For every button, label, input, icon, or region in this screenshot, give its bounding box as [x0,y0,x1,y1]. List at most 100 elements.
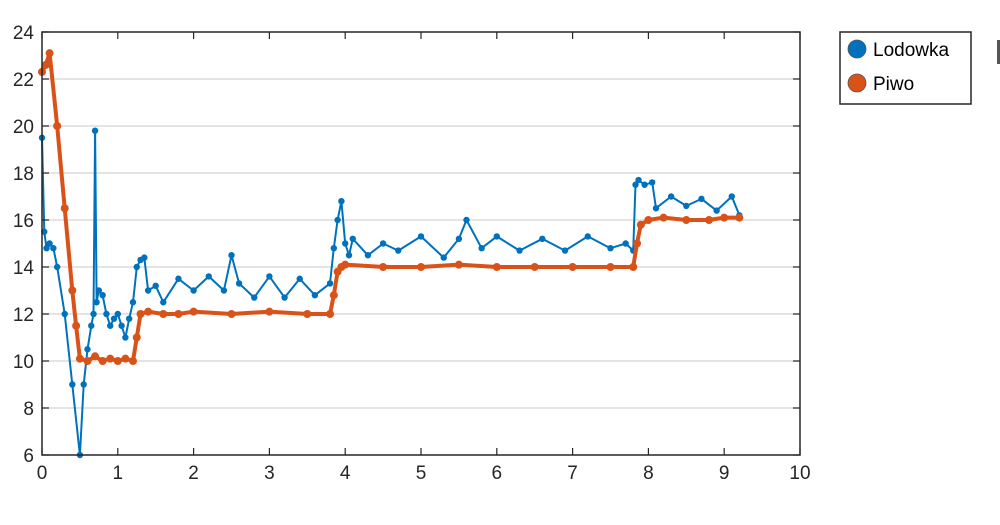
data-point [530,263,539,271]
data-point [334,216,341,224]
data-point [478,245,485,252]
data-point [114,310,122,318]
data-point [106,354,115,363]
data-point [90,310,97,318]
data-point [345,252,353,259]
data-point [539,235,546,242]
data-point [636,220,645,229]
data-point [659,213,668,222]
plot-area [41,31,801,456]
data-point [329,291,338,300]
data-point [41,60,50,69]
data-point [103,310,110,318]
series-piwo [38,49,744,365]
data-point [205,273,212,280]
data-point [266,273,273,280]
x-tick-label: 6 [492,463,503,484]
legend-label: Piwo [873,74,914,95]
data-point [121,354,130,363]
data-point [349,235,356,242]
data-point [122,334,129,341]
data-point [379,240,387,247]
data-point [61,310,68,318]
data-point [251,294,258,301]
data-point [561,247,569,254]
data-point [91,352,100,361]
x-axis-tick-labels: 0 1 2 3 4 5 6 7 8 9 10 [37,463,811,484]
data-point [144,287,152,294]
y-axis-tick-labels: 6 8 10 12 14 16 18 20 22 24 [13,23,35,467]
legend-label: Lodowka [873,40,949,61]
data-point [53,122,62,130]
y-tick-label: 18 [13,164,34,185]
data-point [84,346,91,353]
data-point [635,176,642,184]
y-tick-label: 6 [23,446,34,467]
data-point [303,310,312,318]
data-point [326,280,334,287]
x-tick-label: 8 [643,463,654,484]
data-point [72,321,81,330]
data-point [93,299,100,306]
data-point [629,263,638,271]
data-point [43,245,50,252]
data-point [45,49,54,58]
data-point [235,280,243,287]
data-point [516,247,523,254]
data-point [492,263,501,271]
y-tick-label: 12 [13,305,34,326]
data-point [118,322,125,329]
data-point [220,287,228,294]
data-point [644,216,653,224]
data-point [60,204,69,213]
data-point [159,310,168,318]
data-point [632,181,639,188]
y-tick-label: 14 [13,258,35,279]
clipped-edge-mark [997,40,1000,64]
y-tick-label: 24 [13,23,35,44]
data-point [705,216,714,224]
data-point [227,310,236,318]
data-point [53,263,61,271]
data-point [606,263,615,271]
data-point [174,310,183,318]
data-point [652,205,660,212]
x-tick-label: 7 [567,463,578,484]
data-point [95,287,103,294]
data-point [75,354,84,363]
data-point [68,286,77,295]
data-point [132,333,141,342]
data-point [568,263,577,271]
data-point [91,127,99,134]
data-point [330,245,338,252]
series-line [41,129,741,456]
data-point [607,245,614,252]
data-point [125,315,133,322]
data-point [735,213,744,222]
data-point [379,263,388,271]
data-point [129,299,137,306]
data-point [152,282,159,289]
data-point [493,233,500,240]
data-point [584,233,591,240]
data-point [667,193,675,200]
legend-marker [847,73,867,93]
data-point [683,202,690,210]
series-lodowka [38,127,743,459]
data-point [454,260,463,269]
x-tick-label: 2 [188,463,199,484]
data-point [417,233,425,240]
data-point [189,307,198,316]
data-point [265,307,274,316]
data-point [633,239,642,248]
y-tick-label: 8 [23,399,34,420]
y-tick-label: 20 [13,117,34,138]
data-point [175,275,182,282]
data-point [296,275,303,282]
data-point [720,213,729,222]
y-tick-label: 16 [13,211,34,232]
data-point [682,216,691,224]
data-point [648,179,656,186]
x-tick-label: 0 [37,463,48,484]
